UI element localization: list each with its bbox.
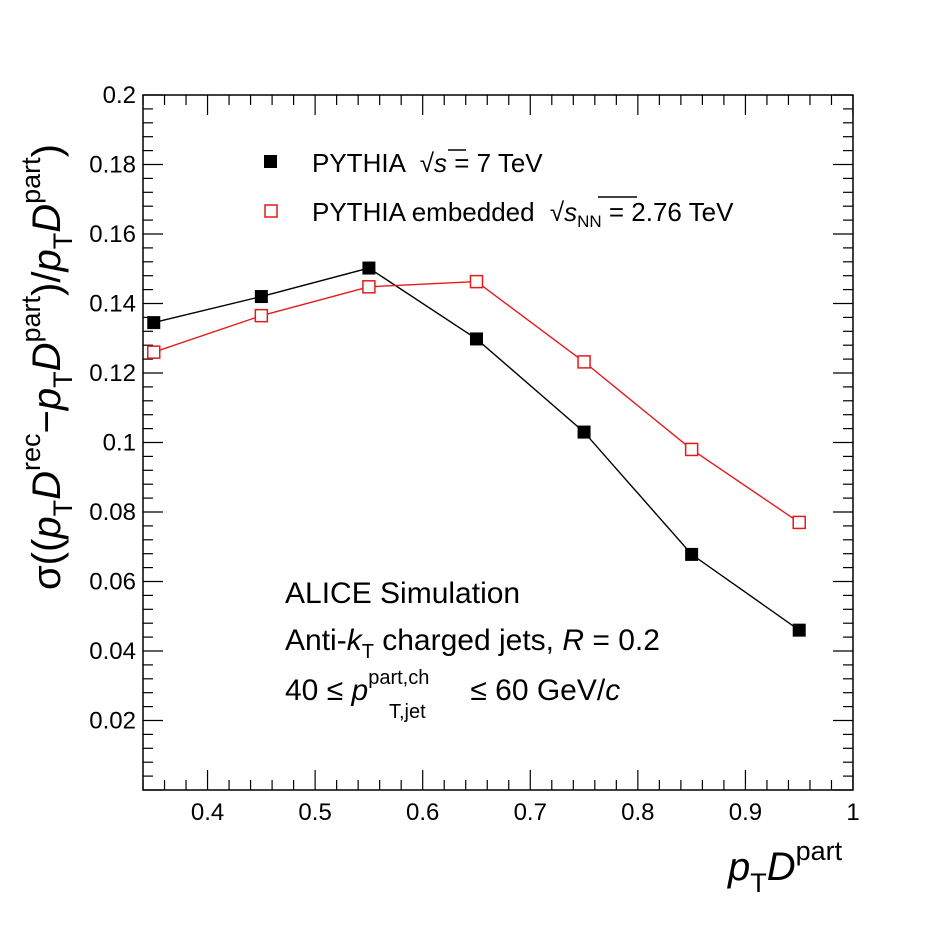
legend-label-pythia-7tev: PYTHIA √s = 7 TeV xyxy=(312,148,543,178)
annotation-alice-simulation: ALICE Simulation xyxy=(285,577,520,610)
x-tick-label: 0.4 xyxy=(191,799,224,826)
data-point-series-1 xyxy=(147,316,161,330)
data-point-series-1 xyxy=(362,261,376,275)
y-tick-label: 0.04 xyxy=(89,638,136,665)
x-tick-label: 0.9 xyxy=(729,799,762,826)
data-point-series-2 xyxy=(469,274,484,289)
y-tick-label: 0.2 xyxy=(103,82,136,109)
series-line-2 xyxy=(153,280,800,524)
y-tick-label: 0.16 xyxy=(89,221,136,248)
x-tick-label: 0.8 xyxy=(621,799,654,826)
legend-marker-pythia-7tev xyxy=(264,155,277,168)
annotation: ALICE Simulation Anti-kT charged jets, R… xyxy=(285,577,660,723)
data-point-series-2 xyxy=(362,280,376,294)
x-tick-labels: 0.4 0.5 0.6 0.7 0.8 0.9 1 xyxy=(191,799,860,826)
data-point-series-2 xyxy=(684,442,699,457)
series-lines xyxy=(153,267,800,631)
data-point-series-1 xyxy=(577,425,591,439)
y-tick-label: 0.02 xyxy=(89,708,136,735)
x-tick-label: 0.5 xyxy=(298,799,331,826)
y-tick-label: 0.1 xyxy=(103,430,136,457)
y-tick-label: 0.12 xyxy=(89,360,136,387)
data-point-series-2 xyxy=(577,355,591,369)
y-axis-label: σ((pTDrec−pTDpart)/pTDpart) xyxy=(16,144,78,590)
data-point-series-1 xyxy=(792,623,806,637)
legend-label-pythia-embedded: PYTHIA embedded √sNN = 2.76 TeV xyxy=(312,197,734,231)
x-tick-label: 1 xyxy=(846,799,859,826)
data-point-series-2 xyxy=(254,308,269,323)
x-tick-label: 0.6 xyxy=(406,799,439,826)
y-tick-label: 0.06 xyxy=(89,569,136,596)
data-point-series-2 xyxy=(792,515,806,530)
legend: PYTHIA √s = 7 TeV PYTHIA embedded √sNN =… xyxy=(264,148,734,231)
x-axis-label: pTDpart xyxy=(727,836,843,898)
x-tick-label: 0.7 xyxy=(514,799,547,826)
series-markers xyxy=(147,261,806,637)
data-point-series-1 xyxy=(469,332,483,346)
y-tick-label: 0.18 xyxy=(89,152,136,179)
annotation-pt-range: 40 ≤ ppart,ch T,jet ≤ 60 GeV/c xyxy=(285,667,620,723)
data-point-series-2 xyxy=(147,345,161,359)
data-point-series-1 xyxy=(685,547,699,561)
y-tick-label: 0.14 xyxy=(89,291,136,318)
y-tick-labels: 0.02 0.04 0.06 0.08 0.1 0.12 0.14 0.16 0.18 0.2 xyxy=(89,82,136,735)
y-tick-label: 0.08 xyxy=(89,499,136,526)
series-line-1 xyxy=(153,267,800,631)
data-point-series-1 xyxy=(254,290,268,304)
legend-marker-pythia-embedded xyxy=(264,204,278,218)
annotation-jet-definition: Anti-kT charged jets, R = 0.2 xyxy=(285,624,660,663)
